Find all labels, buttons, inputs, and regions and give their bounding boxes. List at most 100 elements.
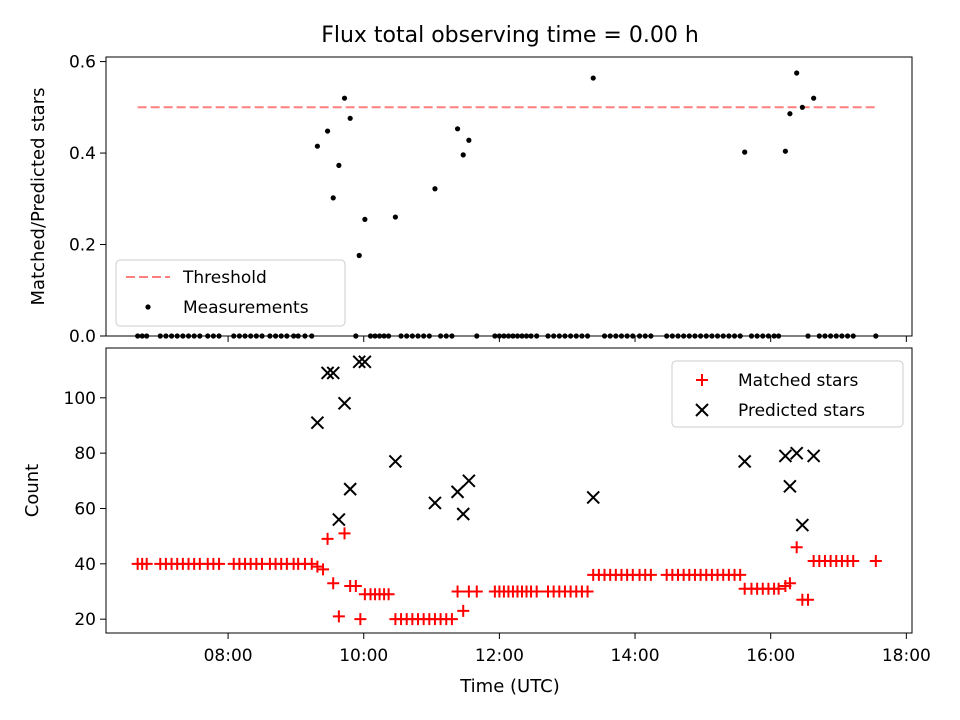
matched-star-marker	[802, 593, 814, 606]
x-tick-label: 18:00	[882, 646, 931, 666]
data-point	[454, 126, 461, 132]
data-point	[534, 333, 540, 339]
data-point	[805, 333, 811, 339]
data-point	[145, 304, 151, 310]
matched-star-marker	[349, 579, 362, 592]
data-point	[720, 333, 726, 339]
data-point	[748, 333, 755, 339]
predicted-star-marker	[326, 366, 340, 380]
data-point	[562, 333, 568, 339]
predicted-star-marker	[789, 446, 804, 460]
data-point	[556, 333, 562, 339]
data-point	[242, 333, 248, 339]
data-point	[291, 333, 297, 339]
matched-star-marker	[457, 604, 470, 617]
data-point	[163, 333, 169, 339]
matched-star-marker	[332, 610, 345, 623]
data-point	[267, 333, 273, 339]
data-point	[681, 333, 687, 339]
data-point	[314, 143, 320, 149]
data-point	[253, 333, 259, 339]
matched-star-marker	[696, 374, 708, 386]
matched-star-marker	[327, 577, 340, 590]
matched-star-marker	[783, 577, 796, 590]
data-point	[709, 333, 715, 339]
data-point	[205, 333, 211, 339]
predicted-star-marker	[337, 396, 352, 411]
legend-measurements-label: Measurements	[183, 298, 309, 318]
data-point	[698, 333, 704, 339]
chart-title: Flux total observing time = 0.00 h	[321, 23, 699, 48]
y-tick-label: 0.2	[69, 236, 96, 256]
data-point	[799, 104, 805, 110]
data-point	[421, 333, 427, 339]
predicted-star-marker	[320, 366, 335, 380]
data-point	[844, 333, 851, 339]
matched-star-marker	[317, 563, 330, 576]
data-point	[771, 333, 777, 339]
data-point	[404, 333, 410, 339]
data-point	[376, 333, 383, 339]
data-point	[415, 333, 421, 339]
data-point	[139, 333, 145, 339]
data-point	[731, 333, 738, 339]
data-point	[754, 333, 760, 339]
data-point	[811, 95, 817, 101]
data-point	[460, 152, 466, 158]
matched-star-marker	[869, 555, 882, 568]
data-point	[492, 333, 498, 339]
data-point	[686, 333, 692, 339]
data-point	[642, 333, 648, 339]
data-point	[284, 333, 290, 339]
matched-star-marker	[644, 568, 657, 581]
matched-star-marker	[470, 585, 483, 598]
data-point	[409, 333, 415, 339]
data-point	[664, 333, 670, 339]
count-panel: 20 40 60 80 100 08:00 10:00 12:00 14:00 16:00 18:0…	[22, 347, 931, 666]
data-point	[347, 115, 353, 121]
data-point	[551, 333, 557, 339]
data-point	[630, 333, 636, 339]
data-point	[850, 333, 856, 339]
data-point	[523, 333, 530, 339]
data-point	[782, 148, 788, 154]
data-point	[584, 333, 591, 339]
legend: Threshold Measurements	[115, 259, 346, 327]
data-point	[648, 333, 654, 339]
y-axis-label: Matched/Predicted stars	[28, 88, 49, 306]
matched-star-marker	[734, 568, 747, 581]
predicted-star-marker	[795, 518, 810, 532]
data-point	[336, 162, 342, 168]
matched-star-marker	[213, 557, 226, 570]
matched-star-marker	[847, 555, 860, 568]
data-point	[669, 333, 675, 339]
x-tick-label: 10:00	[339, 646, 388, 666]
data-point	[168, 333, 175, 339]
y-tick-label: 0.4	[69, 144, 96, 164]
predicted-star-marker	[586, 490, 600, 505]
data-point	[216, 333, 222, 339]
data-point	[295, 333, 301, 339]
data-point	[828, 333, 834, 339]
data-point	[501, 333, 507, 339]
x-tick-label: 08:00	[204, 646, 253, 666]
data-point	[386, 333, 392, 339]
matched-star-marker	[772, 582, 785, 595]
data-point	[607, 333, 613, 339]
data-point	[231, 333, 237, 339]
matched-star-marker	[305, 557, 318, 570]
data-point	[157, 333, 163, 339]
data-point	[703, 333, 709, 339]
data-point	[833, 333, 839, 339]
data-point	[302, 333, 308, 339]
predicted-star-marker	[352, 355, 366, 369]
legend-box	[671, 360, 904, 428]
legend-box	[115, 259, 346, 327]
data-point	[353, 333, 359, 339]
data-point	[675, 333, 681, 339]
x-axis-label: Time (UTC)	[459, 676, 560, 697]
data-point	[236, 333, 242, 339]
data-point	[692, 333, 698, 339]
predicted-star-marker	[456, 507, 470, 521]
data-point	[822, 333, 828, 339]
